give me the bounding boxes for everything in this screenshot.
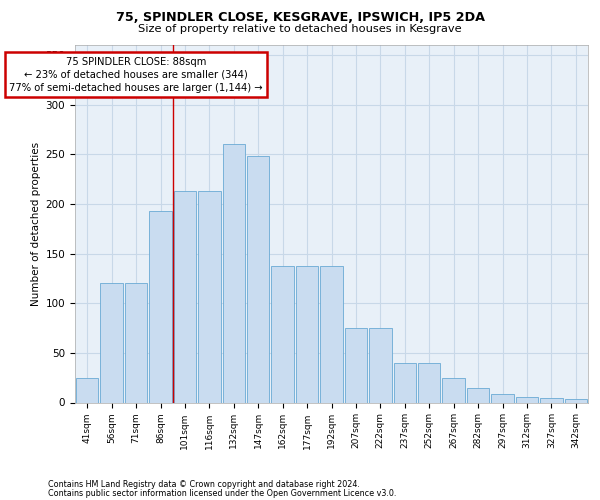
Bar [100,284,123,403]
Bar [442,378,465,402]
Bar [565,398,587,402]
Bar [125,284,148,403]
Bar [76,378,98,402]
Bar [344,328,367,402]
Bar [540,398,563,402]
Bar [418,363,440,403]
Text: Contains public sector information licensed under the Open Government Licence v3: Contains public sector information licen… [48,489,397,498]
Bar [223,144,245,402]
Bar [394,363,416,403]
Bar [515,396,538,402]
Text: 75 SPINDLER CLOSE: 88sqm
← 23% of detached houses are smaller (344)
77% of semi-: 75 SPINDLER CLOSE: 88sqm ← 23% of detach… [9,56,263,93]
Bar [198,191,221,402]
Bar [247,156,269,402]
Bar [173,191,196,402]
Bar [467,388,490,402]
Text: Contains HM Land Registry data © Crown copyright and database right 2024.: Contains HM Land Registry data © Crown c… [48,480,360,489]
Bar [320,266,343,402]
Text: Size of property relative to detached houses in Kesgrave: Size of property relative to detached ho… [138,24,462,34]
Y-axis label: Number of detached properties: Number of detached properties [31,142,41,306]
Bar [271,266,294,402]
Bar [149,211,172,402]
Bar [369,328,392,402]
Bar [296,266,319,402]
Text: 75, SPINDLER CLOSE, KESGRAVE, IPSWICH, IP5 2DA: 75, SPINDLER CLOSE, KESGRAVE, IPSWICH, I… [115,11,485,24]
Bar [491,394,514,402]
